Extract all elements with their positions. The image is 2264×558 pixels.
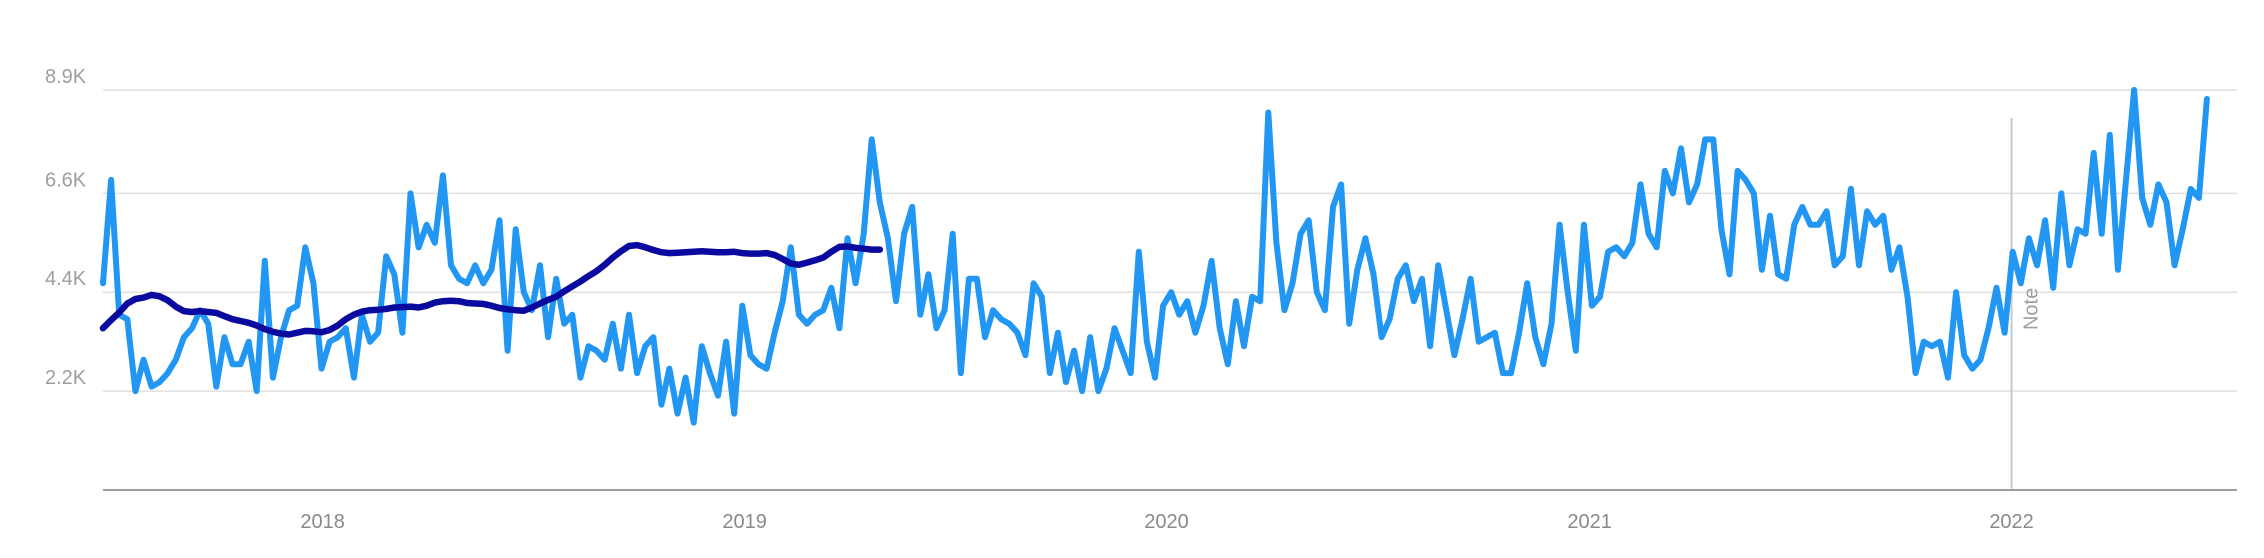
y-tick-label: 4.4K xyxy=(45,268,87,290)
y-tick-label: 2.2K xyxy=(45,367,87,389)
x-axis-ticks: 2018 2019 2020 2021 2022 xyxy=(300,511,2033,533)
annotation-label[interactable]: Note xyxy=(2021,288,2043,330)
y-tick-label: 8.9K xyxy=(45,66,87,88)
x-tick-label: 2020 xyxy=(1144,511,1189,533)
grid-lines xyxy=(103,89,2237,392)
x-tick-label: 2022 xyxy=(1989,511,2034,533)
y-axis-ticks: 2.2K 4.4K 6.6K 8.9K xyxy=(45,66,87,389)
series-lines xyxy=(99,87,2210,426)
x-tick-label: 2021 xyxy=(1567,511,1612,533)
annotation: Note xyxy=(2010,118,2043,490)
y-tick-label: 6.6K xyxy=(45,169,87,191)
x-tick-label: 2018 xyxy=(300,511,345,533)
trend-series-line xyxy=(99,241,884,338)
x-tick-label: 2019 xyxy=(722,511,767,533)
weekly-series-line xyxy=(100,87,2210,426)
